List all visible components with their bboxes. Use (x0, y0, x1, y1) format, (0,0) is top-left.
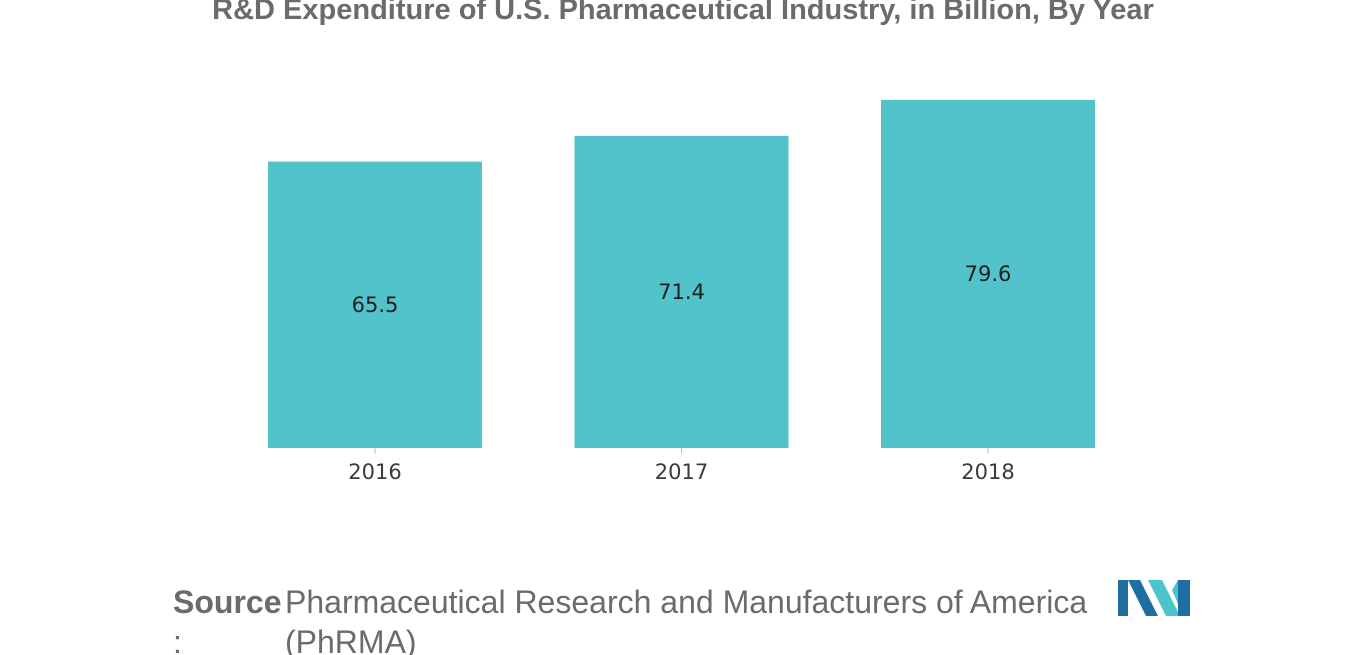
logo-shape-left (1118, 580, 1128, 616)
bar-2017 (574, 135, 789, 448)
x-tick-label-2016: 2016 (348, 460, 401, 484)
x-tick-label-2018: 2018 (961, 460, 1014, 484)
source-colon: : (173, 624, 182, 655)
logo-shape-diag (1128, 580, 1158, 616)
logo-shape-accent (1172, 580, 1178, 604)
logo-shape-right (1178, 580, 1190, 616)
bar-2018 (881, 100, 1095, 448)
bar-value-label-2018: 79.6 (965, 262, 1012, 286)
bar-chart: 65.5 71.4 79.6 2016 2017 2018 (268, 100, 1095, 484)
chart-title: R&D Expenditure of U.S. Pharmaceutical I… (212, 0, 1154, 26)
bar-value-label-2017: 71.4 (658, 280, 705, 304)
mordor-intelligence-logo (1118, 580, 1190, 616)
labels-layer: 65.5 71.4 79.6 (352, 262, 1012, 317)
logo-shape-mid (1148, 580, 1180, 616)
x-tick-label-2017: 2017 (655, 460, 708, 484)
bar-2016 (268, 161, 482, 448)
bar-value-label-2016: 65.5 (352, 293, 399, 317)
source-label: Source (173, 584, 282, 620)
source-text: Pharmaceutical Research and Manufacturer… (285, 584, 1088, 655)
bars-layer (268, 100, 1095, 448)
x-axis-ticks: 2016 2017 2018 (348, 448, 1015, 484)
